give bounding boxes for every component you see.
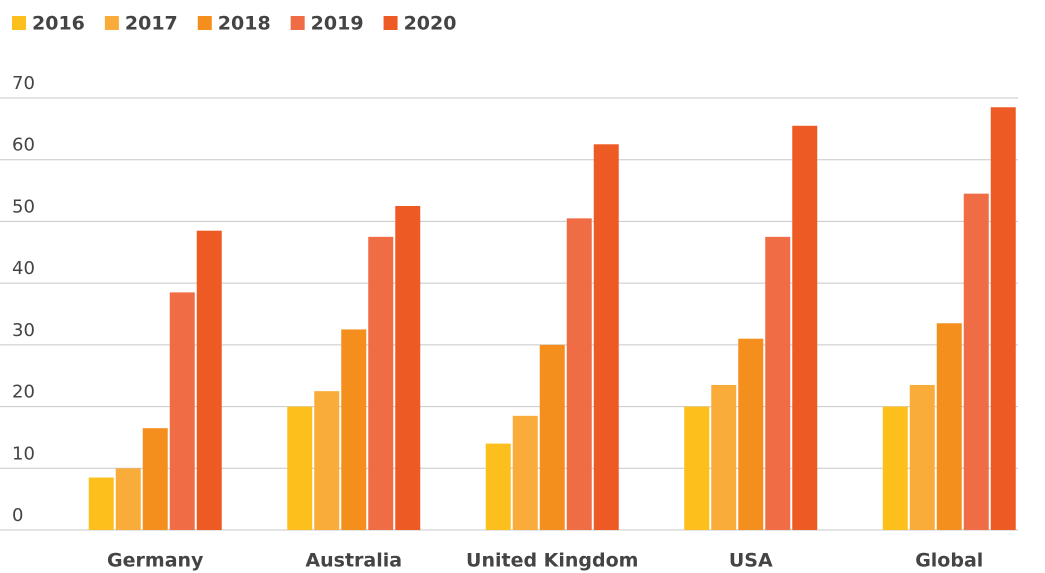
bar: [566, 218, 592, 531]
bar: [169, 292, 195, 530]
legend-swatch: [104, 16, 119, 30]
legend-swatch: [12, 16, 26, 30]
legend-swatch: [290, 16, 305, 30]
bar: [395, 206, 421, 530]
y-tick-label: 60: [12, 135, 35, 156]
bar: [593, 144, 619, 531]
bar: [882, 406, 908, 530]
bar: [990, 107, 1016, 530]
y-tick-label: 40: [12, 258, 35, 279]
x-tick-label: Global: [915, 550, 983, 572]
bar: [512, 415, 538, 530]
y-tick-label: 0: [12, 505, 23, 526]
x-tick-label: USA: [729, 550, 773, 572]
bar: [936, 323, 962, 530]
legend-label: 2016: [32, 13, 85, 35]
bar: [711, 384, 737, 530]
y-tick-label: 20: [12, 382, 35, 403]
bar: [963, 193, 989, 530]
y-tick-label: 70: [12, 73, 35, 94]
bar: [485, 443, 511, 530]
bar: [88, 477, 114, 530]
bar: [115, 468, 141, 530]
bar: [196, 230, 222, 530]
bar: [792, 125, 818, 531]
y-tick-label: 30: [12, 320, 35, 341]
x-tick-label: United Kingdom: [466, 550, 638, 572]
legend-label: 2017: [125, 13, 178, 35]
bar: [314, 391, 340, 530]
bar: [909, 384, 935, 530]
bar: [142, 428, 168, 530]
legend-label: 2018: [218, 13, 271, 35]
y-tick-label: 50: [12, 196, 35, 217]
bar: [684, 406, 710, 530]
legend-swatch: [383, 16, 398, 30]
bar: [341, 329, 367, 530]
x-tick-label: Germany: [107, 550, 204, 572]
legend-swatch: [197, 16, 212, 30]
bar: [765, 236, 791, 530]
bar: [368, 236, 394, 530]
x-tick-label: Australia: [305, 550, 402, 572]
bar: [287, 406, 313, 530]
bar: [738, 338, 764, 530]
legend-label: 2020: [404, 13, 457, 35]
y-tick-label: 10: [12, 443, 35, 464]
bar: [539, 344, 565, 530]
legend-label: 2019: [311, 13, 364, 35]
